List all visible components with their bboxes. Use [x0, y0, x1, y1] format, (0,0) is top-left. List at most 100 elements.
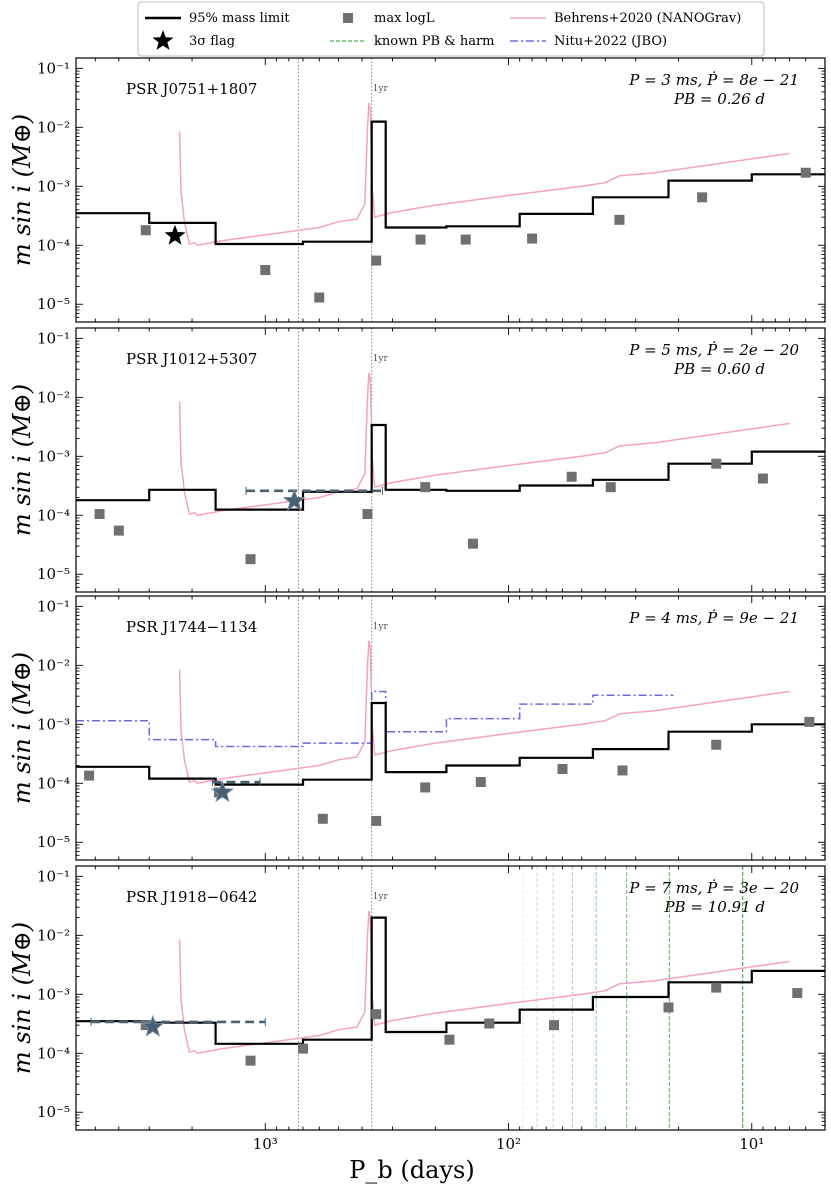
legend-entry: max logL	[343, 11, 435, 26]
max-logl-point	[84, 770, 95, 781]
max-logl-point	[800, 167, 811, 178]
max-logl-point	[697, 192, 708, 203]
y-tick-label: 10⁻¹	[37, 59, 70, 77]
pulsar-name: PSR J1012+5307	[126, 350, 257, 368]
pulsar-params: P = 3 ms, Ṗ = 8e − 21	[628, 71, 799, 89]
y-tick-label: 10⁻⁴	[37, 506, 70, 524]
max-logl-point	[484, 1018, 495, 1029]
plot-area	[76, 866, 825, 1130]
max-logl-point	[260, 265, 271, 276]
panel: 10⁻⁵ 10⁻⁴ 10⁻³ 10⁻² 10⁻¹ 10³ 10² 10¹ 1yr PSR J191…	[37, 865, 826, 1153]
x-tick-label: 10²	[496, 1135, 521, 1153]
max-logl-point	[371, 255, 382, 266]
max-logl-point	[245, 1055, 256, 1066]
panel-frame	[75, 865, 826, 1131]
legend-entry: known PB & harm	[330, 34, 495, 49]
panel-frame	[75, 57, 826, 323]
y-tick-label: 10⁻³	[37, 177, 70, 195]
one-year-label: 1yr	[373, 84, 389, 94]
panel: 10⁻⁵ 10⁻⁴ 10⁻³ 10⁻² 10⁻¹ 1yr PSR J0751+1807 P =…	[37, 57, 826, 323]
y-axis-label: m sin i (M⊕)	[8, 652, 36, 804]
max-logl-point	[140, 225, 151, 236]
panel: 10⁻⁵ 10⁻⁴ 10⁻³ 10⁻² 10⁻¹ 1yr PSR J1744−1134 P =…	[37, 595, 826, 861]
pulsar-params: P = 7 ms, Ṗ = 3e − 20	[628, 879, 799, 897]
legend-entry: Behrens+2020 (NANOGrav)	[510, 11, 741, 26]
max-logl-point	[475, 777, 486, 788]
legend-swatch	[343, 13, 353, 23]
legend-label: Nitu+2022 (JBO)	[554, 34, 667, 49]
y-axis-label: m sin i (M⊕)	[8, 922, 36, 1074]
y-axis-label: m sin i (M⊕)	[8, 114, 36, 266]
x-axis-label: P_b (days)	[349, 1156, 474, 1184]
legend-swatch	[152, 30, 174, 50]
y-tick-label: 10⁻³	[37, 447, 70, 465]
y-tick-label: 10⁻¹	[37, 597, 70, 615]
max-logl-point	[245, 554, 256, 565]
max-logl-point	[467, 538, 478, 549]
one-year-label: 1yr	[373, 892, 389, 902]
pulsar-orbital-period: PB = 0.26 d	[673, 90, 765, 108]
pulsar-params: P = 4 ms, Ṗ = 9e − 21	[628, 609, 799, 627]
max-logl-point	[566, 471, 577, 482]
max-logl-point	[792, 988, 803, 999]
max-logl-point	[757, 473, 768, 484]
y-tick-label: 10⁻⁴	[37, 236, 70, 254]
y-tick-label: 10⁻⁵	[37, 1103, 70, 1121]
panel: 10⁻⁵ 10⁻⁴ 10⁻³ 10⁻² 10⁻¹ 1yr PSR J1012+5307 P =…	[37, 327, 826, 593]
mass-limit-steps	[76, 916, 825, 1045]
max-logl-point	[663, 1002, 674, 1013]
pulsar-name: PSR J1918−0642	[126, 888, 257, 906]
y-tick-label: 10⁻³	[37, 985, 70, 1003]
max-logl-point	[804, 716, 815, 727]
legend: 95% mass limit 3σ flag max logL known PB & …	[137, 1, 765, 57]
x-tick-label: 10³	[253, 1135, 278, 1153]
legend-entry: Nitu+2022 (JBO)	[510, 34, 667, 49]
one-year-label: 1yr	[373, 622, 389, 632]
max-logl-point	[711, 739, 722, 750]
pulsar-params: P = 5 ms, Ṗ = 2e − 20	[628, 341, 799, 359]
legend-label: max logL	[374, 11, 435, 26]
flag-star	[282, 488, 306, 511]
plot-area	[76, 596, 825, 860]
x-tick-label: 10¹	[739, 1135, 764, 1153]
y-tick-label: 10⁻⁵	[37, 565, 70, 583]
y-tick-label: 10⁻⁵	[37, 295, 70, 313]
pulsar-name: PSR J1744−1134	[126, 618, 257, 636]
legend-label: 3σ flag	[189, 34, 235, 49]
max-logl-point	[297, 1043, 308, 1054]
max-logl-point	[711, 982, 722, 993]
y-tick-label: 10⁻⁴	[37, 1044, 70, 1062]
max-logl-point	[317, 813, 328, 824]
behrens-curve	[178, 372, 790, 517]
panel-frame	[75, 595, 826, 861]
max-logl-point	[444, 1034, 455, 1045]
y-tick-label: 10⁻¹	[37, 867, 70, 885]
legend-frame	[137, 1, 765, 57]
behrens-curve	[178, 910, 790, 1055]
legend-label: 95% mass limit	[189, 11, 290, 26]
max-logl-point	[614, 214, 625, 225]
legend-entry: 3σ flag	[152, 30, 235, 50]
flag-star	[164, 224, 186, 245]
mass-limit-steps	[76, 120, 825, 246]
max-logl-point	[557, 763, 568, 774]
y-tick-label: 10⁻²	[37, 118, 70, 136]
max-logl-point	[113, 525, 124, 536]
y-tick-label: 10⁻²	[37, 656, 70, 674]
y-tick-label: 10⁻²	[37, 926, 70, 944]
max-logl-point	[371, 815, 382, 826]
legend-label: Behrens+2020 (NANOGrav)	[554, 11, 741, 26]
max-logl-point	[94, 509, 105, 520]
max-logl-point	[617, 765, 628, 776]
max-logl-point	[314, 292, 325, 303]
legend-label: known PB & harm	[374, 34, 495, 49]
y-axis-label: m sin i (M⊕)	[8, 384, 36, 536]
y-tick-label: 10⁻⁵	[37, 833, 70, 851]
legend-entry: 95% mass limit	[145, 11, 290, 26]
behrens-curve	[178, 102, 790, 247]
y-tick-label: 10⁻⁴	[37, 774, 70, 792]
max-logl-point	[371, 1009, 382, 1020]
max-logl-point	[605, 482, 616, 493]
flag-star	[210, 780, 235, 803]
